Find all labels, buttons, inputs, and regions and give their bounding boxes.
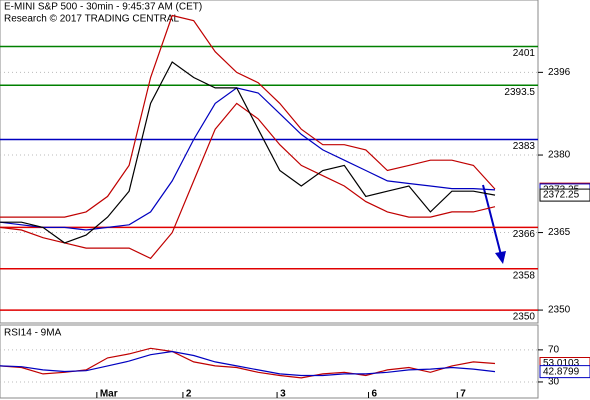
price-tag-label: 2372.25 bbox=[543, 190, 580, 201]
price-tag bbox=[539, 188, 590, 202]
price-tag-label: 42.8799 bbox=[543, 366, 580, 377]
level-label: 2366 bbox=[513, 229, 536, 240]
y-tick-label: 70 bbox=[548, 345, 560, 356]
y-tick-label: 2380 bbox=[548, 150, 571, 161]
y-tick-label: 2396 bbox=[548, 67, 571, 78]
level-label: 2350 bbox=[513, 312, 536, 323]
series-line bbox=[0, 350, 496, 377]
level-label: 2358 bbox=[513, 270, 536, 281]
x-tick-label: 7 bbox=[460, 389, 466, 400]
chart-subtitle: Research © 2017 TRADING CENTRAL bbox=[4, 14, 179, 25]
price-tag-label: 53.0103 bbox=[543, 358, 580, 369]
series-line bbox=[0, 61, 496, 244]
level-label: 2401 bbox=[513, 48, 536, 59]
x-tick-label: Mar bbox=[100, 389, 118, 400]
forecast-arrow bbox=[482, 184, 506, 264]
y-tick-label: 2365 bbox=[548, 227, 571, 238]
rsi-title: RSI14 - 9MA bbox=[4, 328, 62, 339]
x-tick-label: 6 bbox=[372, 389, 378, 400]
level-label: 2393.5 bbox=[504, 87, 535, 98]
price-tag bbox=[539, 365, 590, 379]
series-line bbox=[0, 102, 496, 260]
series-line bbox=[0, 87, 496, 231]
x-tick-label: 2 bbox=[186, 389, 192, 400]
y-tick-label: 30 bbox=[548, 377, 560, 388]
y-tick-label: 2350 bbox=[548, 305, 571, 316]
chart-title: E-MINI S&P 500 - 30min - 9:45:37 AM (CET… bbox=[4, 2, 202, 13]
x-tick-label: 3 bbox=[280, 389, 286, 400]
series-line bbox=[0, 14, 496, 218]
level-label: 2383 bbox=[513, 141, 536, 152]
rsi-panel bbox=[0, 324, 539, 399]
